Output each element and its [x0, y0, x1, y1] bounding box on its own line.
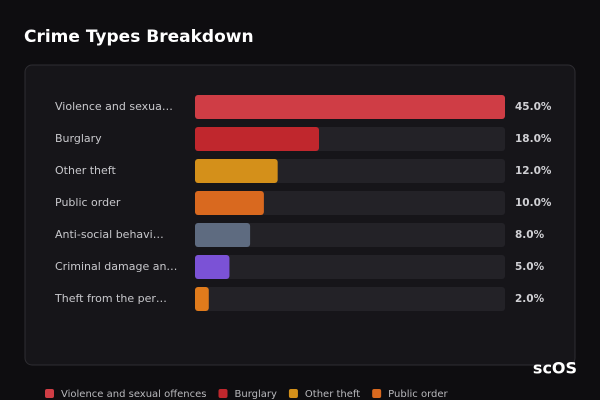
bar-track	[195, 255, 505, 279]
value-label: 12.0%	[515, 165, 552, 177]
value-label: 45.0%	[515, 101, 552, 113]
bar	[195, 255, 230, 279]
legend-swatch	[288, 389, 298, 398]
category-label: Anti-social behavi…	[55, 228, 164, 241]
bar	[195, 159, 278, 183]
bar	[195, 223, 251, 247]
category-label: Burglary	[55, 132, 102, 145]
value-label: 10.0%	[515, 197, 552, 209]
bar-track	[195, 287, 505, 311]
legend-label: Violence and sexual offences	[61, 389, 207, 400]
value-label: 8.0%	[515, 229, 545, 241]
bar	[195, 191, 264, 215]
value-label: 18.0%	[515, 133, 552, 145]
logo: scOS	[533, 359, 577, 378]
legend-label: Other theft	[305, 389, 360, 400]
category-label: Public order	[55, 196, 121, 209]
value-label: 5.0%	[515, 261, 545, 273]
bar	[195, 95, 505, 119]
bar	[195, 127, 319, 151]
category-label: Other theft	[55, 164, 116, 177]
legend-swatch	[218, 389, 228, 398]
chart-title: Crime Types Breakdown	[24, 27, 254, 47]
legend-label: Burglary	[235, 389, 277, 400]
category-label: Criminal damage an…	[55, 260, 177, 273]
category-label: Theft from the per…	[54, 292, 167, 305]
bar	[195, 287, 209, 311]
bar-track	[195, 191, 505, 215]
bar-track	[195, 223, 505, 247]
legend-swatch	[45, 389, 54, 398]
value-label: 2.0%	[515, 293, 545, 305]
legend-label: Public order	[388, 389, 448, 400]
legend-swatch	[372, 389, 382, 398]
category-label: Violence and sexua…	[55, 100, 173, 113]
